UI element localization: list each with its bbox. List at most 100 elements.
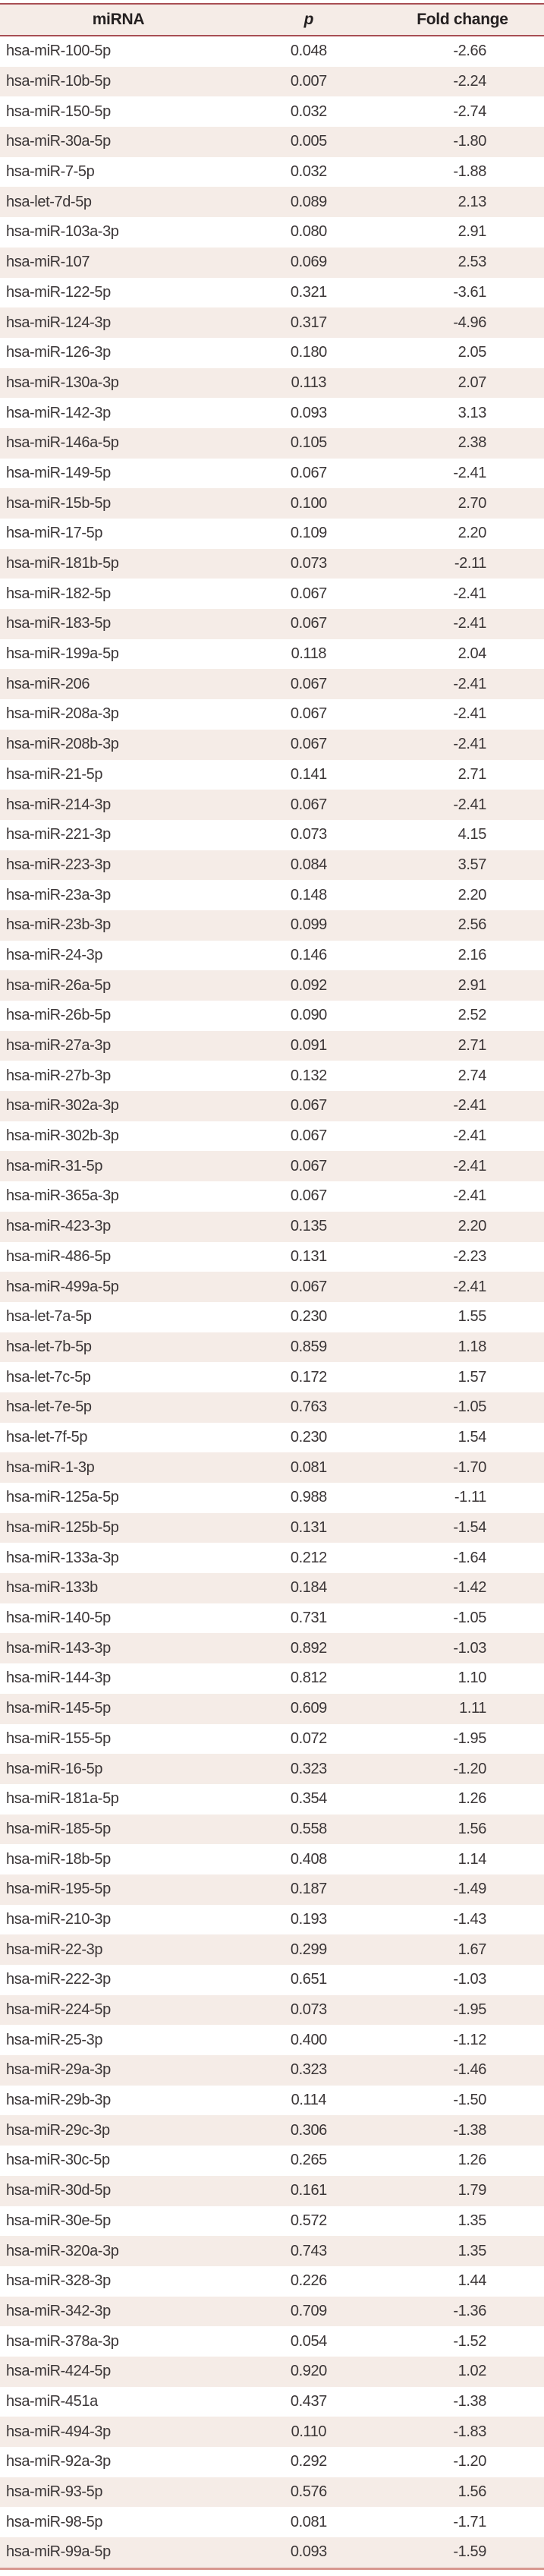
fold-change-cell: -2.41 — [380, 699, 544, 730]
fold-change-cell: 2.38 — [380, 427, 544, 459]
p-value-cell: 0.212 — [236, 1543, 381, 1574]
fold-change-cell: -1.38 — [380, 2115, 544, 2146]
p-value-cell: 0.230 — [236, 1301, 381, 1332]
fold-change-cell: -2.23 — [380, 1241, 544, 1272]
fold-change-cell: 2.16 — [380, 940, 544, 971]
p-value-cell: 0.090 — [236, 1001, 381, 1031]
fold-change-cell: 1.35 — [380, 2206, 544, 2237]
mirna-cell: hsa-miR-150-5p — [0, 96, 237, 128]
table-header: miRNA p Fold change — [0, 4, 544, 36]
mirna-cell: hsa-miR-199a-5p — [0, 638, 237, 670]
fold-change-cell: -1.95 — [380, 1723, 544, 1755]
mirna-cell: hsa-miR-222-3p — [0, 1965, 237, 1995]
table-row: hsa-miR-30a-5p 0.005 -1.80 — [0, 127, 544, 157]
mirna-cell: hsa-miR-100-5p — [0, 36, 237, 67]
table-row: hsa-miR-23b-3p 0.099 2.56 — [0, 910, 544, 941]
fold-change-cell: -1.46 — [380, 2055, 544, 2086]
p-value-cell: 0.089 — [236, 187, 381, 218]
p-value-cell: 0.081 — [236, 1452, 381, 1483]
mirna-cell: hsa-miR-21-5p — [0, 759, 237, 790]
table-row: hsa-miR-423-3p 0.135 2.20 — [0, 1211, 544, 1242]
p-value-cell: 0.114 — [236, 2085, 381, 2116]
mirna-cell: hsa-let-7b-5p — [0, 1332, 237, 1363]
table-row: hsa-miR-23a-3p 0.148 2.20 — [0, 880, 544, 910]
p-value-cell: 0.292 — [236, 2447, 381, 2477]
fold-change-cell: 3.13 — [380, 398, 544, 428]
p-value-cell: 0.048 — [236, 36, 381, 67]
table-row: hsa-miR-122-5p 0.321 -3.61 — [0, 277, 544, 308]
fold-change-cell: -2.41 — [380, 1181, 544, 1212]
mirna-cell: hsa-miR-494-3p — [0, 2417, 237, 2447]
table-row: hsa-miR-208b-3p 0.067 -2.41 — [0, 729, 544, 760]
mirna-cell: hsa-miR-31-5p — [0, 1151, 237, 1182]
fold-change-cell: -1.05 — [380, 1392, 544, 1423]
p-value-cell: 0.067 — [236, 1181, 381, 1212]
fold-change-cell: 2.71 — [380, 1030, 544, 1061]
table-row: hsa-miR-181a-5p 0.354 1.26 — [0, 1783, 544, 1815]
p-value-cell: 0.299 — [236, 1934, 381, 1965]
fold-change-cell: -1.49 — [380, 1874, 544, 1905]
table-row: hsa-miR-125a-5p 0.988 -1.11 — [0, 1483, 544, 1513]
fold-change-cell: -1.70 — [380, 1452, 544, 1483]
mirna-cell: hsa-miR-133a-3p — [0, 1543, 237, 1574]
table-row: hsa-miR-486-5p 0.131 -2.23 — [0, 1241, 544, 1272]
p-value-cell: 0.131 — [236, 1241, 381, 1272]
p-value-cell: 0.892 — [236, 1633, 381, 1664]
table-body: hsa-miR-100-5p 0.048 -2.66 hsa-miR-10b-5p 0.… — [0, 36, 544, 2569]
mirna-cell: hsa-miR-302a-3p — [0, 1091, 237, 1121]
fold-change-cell: -2.24 — [380, 66, 544, 97]
fold-change-cell: 1.54 — [380, 1422, 544, 1453]
p-value-cell: 0.161 — [236, 2175, 381, 2206]
fold-change-cell: -1.64 — [380, 1543, 544, 1574]
mirna-cell: hsa-miR-365a-3p — [0, 1181, 237, 1212]
fold-change-cell: 1.44 — [380, 2265, 544, 2297]
table-row: hsa-miR-150-5p 0.032 -2.74 — [0, 96, 544, 128]
table-row: hsa-miR-143-3p 0.892 -1.03 — [0, 1633, 544, 1664]
p-value-cell: 0.132 — [236, 1061, 381, 1092]
p-value-cell: 0.323 — [236, 2055, 381, 2086]
p-value-cell: 0.230 — [236, 1422, 381, 1453]
table-row: hsa-miR-24-3p 0.146 2.16 — [0, 940, 544, 971]
p-value-cell: 0.317 — [236, 307, 381, 338]
table-row: hsa-miR-140-5p 0.731 -1.05 — [0, 1603, 544, 1634]
table-row: hsa-miR-185-5p 0.558 1.56 — [0, 1814, 544, 1845]
fold-change-cell: -1.59 — [380, 2537, 544, 2569]
p-value-cell: 0.067 — [236, 1151, 381, 1182]
p-value-cell: 0.109 — [236, 519, 381, 549]
mirna-cell: hsa-miR-15b-5p — [0, 488, 237, 519]
table-row: hsa-miR-100-5p 0.048 -2.66 — [0, 36, 544, 67]
fold-change-cell: -1.38 — [380, 2386, 544, 2417]
mirna-cell: hsa-miR-130a-3p — [0, 367, 237, 399]
mirna-cell: hsa-miR-210-3p — [0, 1904, 237, 1935]
p-value-cell: 0.400 — [236, 2025, 381, 2056]
fold-change-cell: 1.79 — [380, 2175, 544, 2206]
mirna-cell: hsa-miR-183-5p — [0, 609, 237, 639]
mirna-cell: hsa-miR-29c-3p — [0, 2115, 237, 2146]
table-row: hsa-miR-210-3p 0.193 -1.43 — [0, 1904, 544, 1935]
table-row: hsa-miR-302b-3p 0.067 -2.41 — [0, 1121, 544, 1152]
mirna-cell: hsa-miR-30e-5p — [0, 2206, 237, 2237]
table-row: hsa-miR-93-5p 0.576 1.56 — [0, 2477, 544, 2508]
table-row: hsa-miR-26b-5p 0.090 2.52 — [0, 1001, 544, 1031]
table-row: hsa-miR-7-5p 0.032 -1.88 — [0, 156, 544, 188]
fold-change-cell: -1.03 — [380, 1965, 544, 1995]
table-row: hsa-miR-30c-5p 0.265 1.26 — [0, 2146, 544, 2176]
fold-change-cell: 1.56 — [380, 2477, 544, 2508]
fold-change-cell: 2.56 — [380, 910, 544, 941]
mirna-cell: hsa-miR-149-5p — [0, 458, 237, 489]
p-value-cell: 0.072 — [236, 1723, 381, 1755]
fold-change-cell: -1.88 — [380, 156, 544, 188]
p-value-cell: 0.859 — [236, 1332, 381, 1363]
table-row: hsa-miR-107 0.069 2.53 — [0, 247, 544, 278]
table-row: hsa-miR-424-5p 0.920 1.02 — [0, 2356, 544, 2387]
mirna-cell: hsa-miR-145-5p — [0, 1693, 237, 1724]
mirna-cell: hsa-miR-26b-5p — [0, 1001, 237, 1031]
table-row: hsa-miR-99a-5p 0.093 -1.59 — [0, 2537, 544, 2569]
mirna-cell: hsa-let-7e-5p — [0, 1392, 237, 1423]
mirna-cell: hsa-miR-16-5p — [0, 1754, 237, 1784]
table-row: hsa-miR-30d-5p 0.161 1.79 — [0, 2175, 544, 2206]
p-value-cell: 0.093 — [236, 398, 381, 428]
p-value-cell: 0.073 — [236, 548, 381, 579]
mirna-cell: hsa-miR-18b-5p — [0, 1844, 237, 1874]
fold-change-cell: 2.91 — [380, 217, 544, 248]
